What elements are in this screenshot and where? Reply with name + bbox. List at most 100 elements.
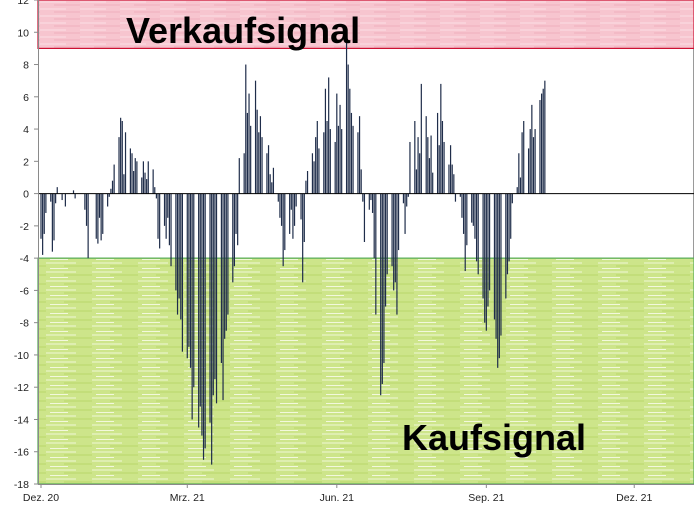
y-tick-label: -4 — [20, 253, 29, 265]
bar — [544, 80, 546, 194]
bar — [404, 193, 406, 234]
bar — [209, 193, 211, 423]
bar — [498, 193, 500, 359]
bar — [220, 193, 223, 363]
bar — [157, 193, 159, 239]
y-tick-label: 12 — [17, 0, 29, 7]
bar — [123, 174, 125, 194]
bar — [111, 180, 114, 194]
x-tick-label: Dez. 20 — [23, 492, 59, 504]
bar — [233, 193, 236, 267]
bar — [363, 193, 366, 242]
bar — [235, 193, 237, 234]
bar — [290, 193, 292, 210]
bar — [368, 193, 370, 210]
bar — [159, 193, 161, 249]
bar — [516, 187, 518, 194]
bar — [500, 193, 502, 336]
bar-series — [40, 35, 546, 465]
bar — [189, 193, 192, 368]
bar — [142, 161, 144, 194]
bar — [168, 193, 170, 246]
bar — [488, 193, 491, 291]
bar — [396, 193, 398, 315]
bar — [181, 193, 183, 352]
bar — [225, 193, 227, 331]
bar — [163, 193, 166, 226]
bar — [84, 193, 86, 210]
bar — [227, 193, 229, 315]
bar — [459, 193, 461, 197]
bar — [381, 193, 383, 384]
bar — [323, 132, 325, 194]
bar — [45, 193, 47, 213]
bar — [87, 193, 89, 259]
bar — [497, 193, 499, 368]
bar — [527, 148, 530, 194]
bar — [345, 35, 348, 194]
bar — [188, 193, 190, 347]
bar — [300, 193, 302, 220]
bar — [461, 193, 463, 218]
bar — [238, 158, 240, 194]
bar — [324, 88, 327, 194]
bar — [487, 193, 489, 307]
bar — [519, 177, 522, 194]
bar — [246, 112, 249, 194]
bar — [144, 172, 146, 194]
bar — [383, 193, 385, 363]
bar — [318, 148, 320, 194]
bar — [95, 193, 97, 239]
bar — [250, 125, 252, 194]
bar — [436, 112, 439, 194]
bar — [214, 193, 216, 380]
bar — [402, 193, 405, 204]
bar — [261, 137, 263, 194]
bar — [453, 174, 455, 194]
bar — [97, 193, 99, 244]
bar — [417, 137, 419, 194]
bar — [295, 193, 297, 207]
bar — [474, 193, 476, 239]
bar — [438, 145, 440, 194]
bar — [420, 83, 422, 194]
bar — [521, 132, 523, 194]
bar — [193, 193, 195, 388]
bar — [271, 182, 273, 194]
bar — [120, 117, 122, 194]
bar — [293, 193, 296, 226]
bar — [451, 164, 453, 194]
bar — [124, 132, 127, 194]
bar — [108, 193, 110, 197]
y-tick-label: -10 — [14, 350, 29, 362]
bar — [129, 148, 131, 194]
bar — [131, 153, 133, 194]
bar — [384, 193, 387, 307]
bar — [199, 193, 201, 407]
bar — [350, 112, 353, 194]
bar — [339, 104, 341, 194]
bar — [334, 141, 336, 194]
bar — [279, 193, 281, 218]
y-tick-label: 10 — [17, 27, 29, 39]
bar — [134, 158, 136, 194]
bar — [254, 80, 257, 194]
bar — [232, 193, 234, 283]
bar — [462, 193, 465, 234]
bar — [371, 193, 374, 213]
bar — [523, 121, 525, 194]
bar — [141, 177, 143, 194]
bar — [72, 190, 75, 194]
buy-signal-zone — [37, 257, 694, 485]
bar — [394, 193, 396, 283]
bar — [448, 164, 450, 194]
y-tick-label: -2 — [20, 221, 29, 233]
bar — [534, 129, 536, 194]
bar — [102, 193, 104, 234]
x-tick-label: Mrz. 21 — [170, 492, 205, 504]
x-tick-label: Sep. 21 — [468, 492, 504, 504]
bar — [302, 193, 304, 283]
bar — [328, 77, 330, 194]
bar — [292, 193, 294, 239]
